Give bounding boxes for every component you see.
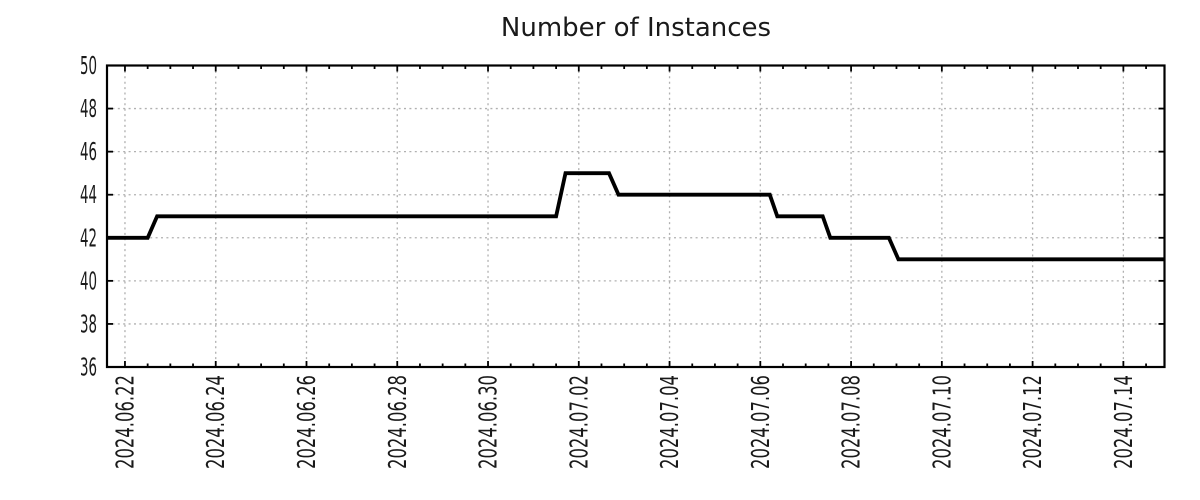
y-tick-label: 38 <box>80 309 97 338</box>
x-tick-label: 2024.06.30 <box>474 375 503 469</box>
y-tick-label: 46 <box>80 137 97 166</box>
x-tick-label: 2024.06.24 <box>201 375 230 469</box>
x-tick-label: 2024.07.12 <box>1018 375 1047 469</box>
y-tick-label: 48 <box>80 94 97 123</box>
x-tick-label: 2024.06.26 <box>292 375 321 469</box>
y-tick-label: 44 <box>80 180 97 209</box>
x-tick-label: 2024.07.08 <box>837 375 866 469</box>
x-tick-label: 2024.07.14 <box>1109 375 1138 469</box>
chart-title: Number of Instances <box>500 13 772 43</box>
tick-labels: 36 38 40 42 44 46 48 50 2024.06.22 2024.06.24 2024… <box>80 51 1138 469</box>
y-tick-label: 40 <box>80 266 97 295</box>
x-tick-label: 2024.07.02 <box>564 375 593 469</box>
y-tick-label: 50 <box>80 51 97 80</box>
x-tick-label: 2024.06.22 <box>110 375 139 469</box>
x-tick-label: 2024.07.10 <box>927 375 956 469</box>
plot-border <box>105 64 1166 369</box>
y-tick-label: 36 <box>80 353 97 382</box>
y-tick-label: 42 <box>80 223 97 252</box>
gridlines <box>107 65 1165 367</box>
x-tick-label: 2024.07.04 <box>655 375 684 469</box>
x-tick-label: 2024.07.06 <box>746 375 775 469</box>
x-tick-label: 2024.06.28 <box>383 375 412 469</box>
series-line <box>107 171 1165 262</box>
